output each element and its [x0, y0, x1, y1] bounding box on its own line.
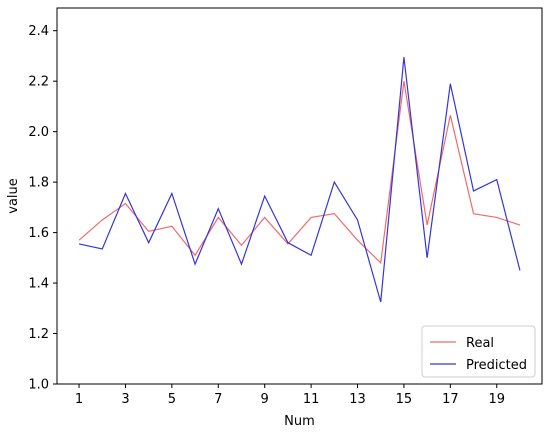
x-axis-label: Num [284, 414, 315, 429]
series-line-predicted [78, 57, 521, 303]
x-tick-label: 15 [396, 392, 413, 407]
y-tick-label: 2.2 [28, 75, 49, 90]
legend: Real Predicted [421, 325, 536, 378]
y-tick-label: 1.2 [28, 327, 49, 342]
y-tick-label: 2.0 [28, 125, 49, 140]
plot-frame [56, 7, 543, 385]
series-line-real [78, 81, 521, 265]
y-tick-label: 1.0 [28, 378, 49, 393]
series-layer [78, 57, 521, 303]
legend-label-predicted: Predicted [466, 358, 527, 373]
x-tick-label: 11 [303, 392, 320, 407]
x-tick-label: 3 [121, 392, 129, 407]
x-tick-label: 1 [75, 392, 83, 407]
x-tick-label: 5 [168, 392, 176, 407]
x-tick-label: 19 [488, 392, 505, 407]
x-tick-label: 13 [349, 392, 366, 407]
y-tick-label: 2.4 [28, 24, 49, 39]
x-tick-label: 7 [214, 392, 222, 407]
y-tick-label: 1.4 [28, 277, 49, 292]
x-tick-label: 17 [442, 392, 459, 407]
y-axis: 1.0 1.2 1.4 1.6 1.8 2.0 2.2 2.4 [28, 24, 57, 393]
y-tick-label: 1.8 [28, 176, 49, 191]
legend-label-real: Real [466, 336, 494, 351]
x-axis: 1 3 5 7 9 11 13 15 17 19 [75, 384, 505, 407]
x-tick-label: 9 [261, 392, 269, 407]
y-tick-label: 1.6 [28, 226, 49, 241]
y-axis-label: value [6, 178, 21, 214]
